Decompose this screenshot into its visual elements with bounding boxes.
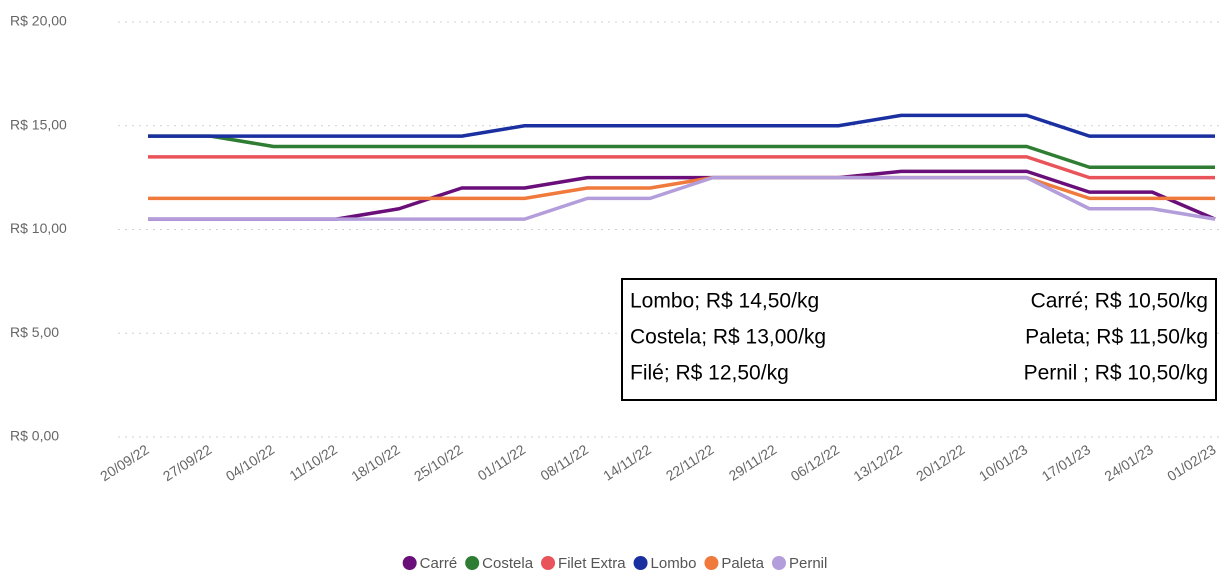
legend-marker xyxy=(633,556,648,570)
x-tick-label: 01/11/22 xyxy=(475,441,529,484)
x-tick-label: 20/12/22 xyxy=(913,441,968,484)
x-tick-label: 24/01/23 xyxy=(1101,441,1156,484)
legend-marker xyxy=(402,556,417,570)
x-tick-label: 04/10/22 xyxy=(223,441,278,484)
x-tick-label: 06/12/22 xyxy=(788,441,843,484)
x-tick-label: 17/01/23 xyxy=(1039,441,1094,484)
y-tick-label: R$ 10,00 xyxy=(10,220,67,236)
x-tick-label: 10/01/23 xyxy=(976,441,1031,484)
series-line xyxy=(148,169,1216,221)
x-tick-label: 08/11/22 xyxy=(537,441,591,484)
legend-label: Carré xyxy=(420,555,458,572)
x-tick-label: 22/11/22 xyxy=(663,441,717,484)
annotation: Carré; R$ 10,50/kg xyxy=(1031,290,1208,313)
legend-marker xyxy=(771,556,786,570)
legend-marker xyxy=(704,556,719,570)
series-line xyxy=(148,175,1216,221)
legend-marker xyxy=(465,556,480,570)
annotation: Costela; R$ 13,00/kg xyxy=(630,326,826,349)
annotation-box xyxy=(621,278,1217,401)
legend-label: Pernil xyxy=(789,555,827,572)
x-tick-label: 11/10/22 xyxy=(286,441,340,484)
y-tick-label: R$ 15,00 xyxy=(10,116,67,132)
annotation: Pernil ; R$ 10,50/kg xyxy=(1024,362,1208,385)
y-tick-label: R$ 20,00 xyxy=(10,13,67,29)
x-tick-label: 27/09/22 xyxy=(160,441,215,484)
series-line xyxy=(148,113,1215,138)
x-tick-label: 25/10/22 xyxy=(411,441,466,484)
annotation: Filé; R$ 12,50/kg xyxy=(630,362,789,385)
legend-marker xyxy=(541,556,556,570)
y-tick-label: R$ 5,00 xyxy=(10,324,59,340)
x-tick-label: 18/10/22 xyxy=(348,441,403,484)
annotation: Lombo; R$ 14,50/kg xyxy=(630,290,819,313)
x-tick-label: 14/11/22 xyxy=(600,441,654,484)
x-tick-label: 29/11/22 xyxy=(726,441,780,484)
legend-label: Filet Extra xyxy=(558,555,626,572)
legend: Carré Costela Filet Extra Lombo Paleta Pernil xyxy=(402,555,827,572)
x-tick-label: 13/12/22 xyxy=(850,441,905,484)
legend-label: Paleta xyxy=(721,555,764,572)
annotation: Paleta; R$ 11,50/kg xyxy=(1025,326,1208,349)
legend-label: Costela xyxy=(482,555,534,572)
legend-label: Lombo xyxy=(651,555,697,572)
x-tick-label: 01/02/23 xyxy=(1164,441,1219,484)
series-line xyxy=(148,134,1215,169)
y-tick-label: R$ 0,00 xyxy=(10,428,59,444)
series-line xyxy=(148,155,1215,180)
x-tick-label: 20/09/22 xyxy=(97,441,152,484)
